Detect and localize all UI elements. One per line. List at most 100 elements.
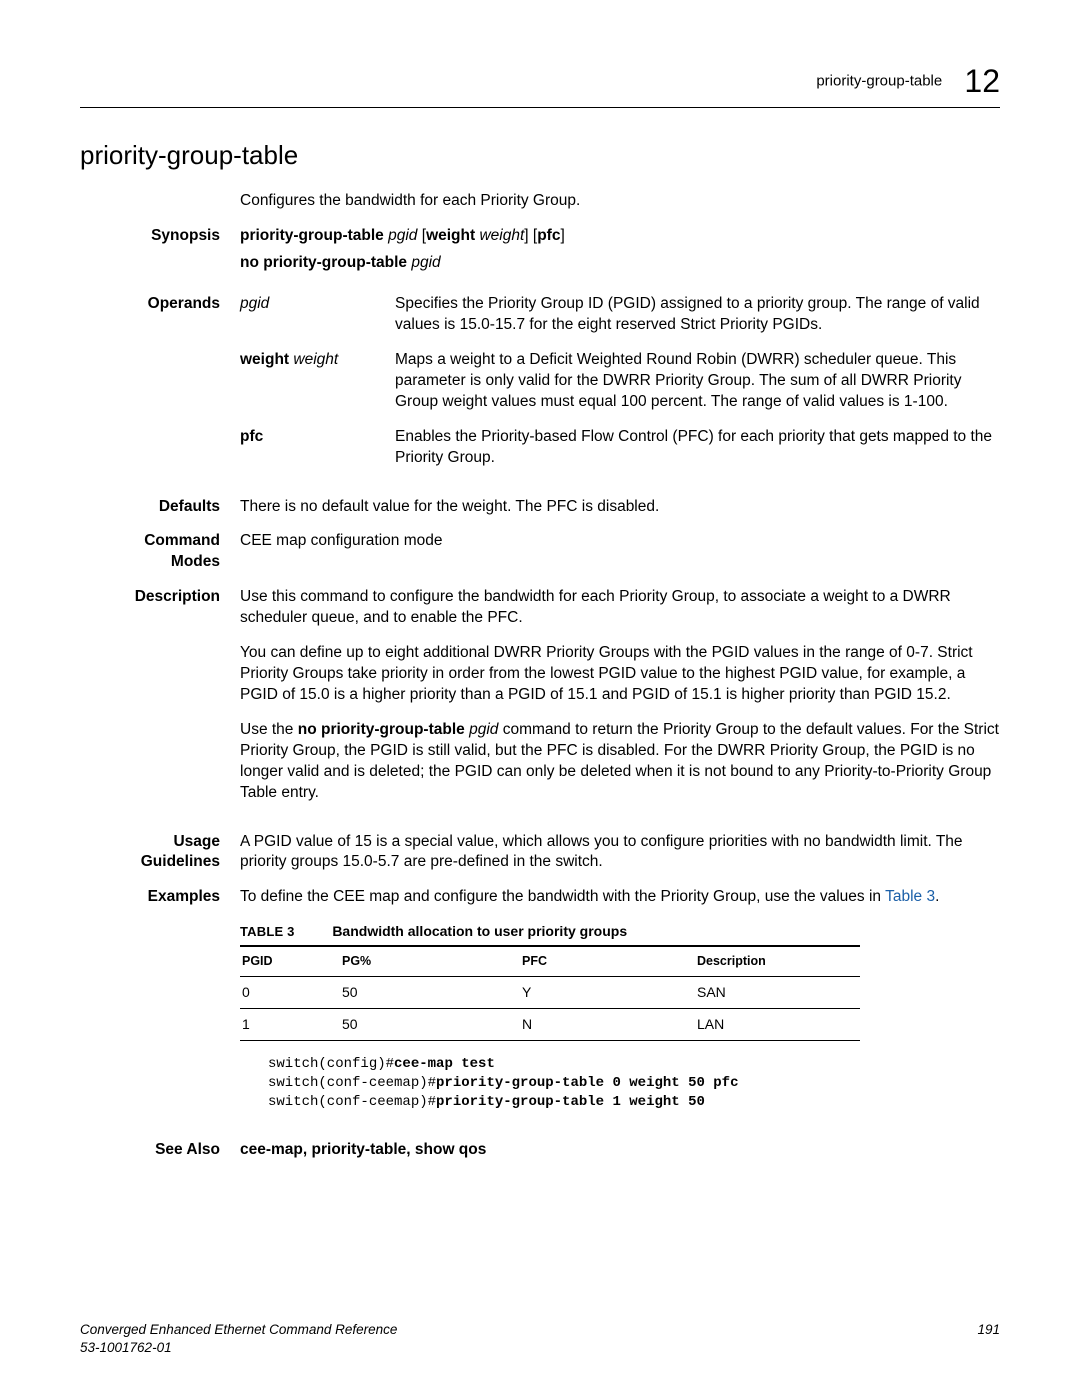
modes-label-2: Modes xyxy=(171,553,220,570)
usage-label-1: Usage xyxy=(173,833,220,850)
operand-term-kw: pfc xyxy=(240,428,263,445)
cell: LAN xyxy=(695,1009,860,1041)
seealso-block: See Also cee-map, priority-table, show q… xyxy=(80,1140,1000,1161)
examples-link[interactable]: Table 3 xyxy=(885,888,935,905)
synopsis-body: priority-group-table pgid [weight weight… xyxy=(240,226,1000,280)
desc-p1: Use this command to configure the bandwi… xyxy=(240,587,1000,629)
operand-row: pgid Specifies the Priority Group ID (PG… xyxy=(240,294,1000,336)
description-body: Use this command to configure the bandwi… xyxy=(240,587,1000,817)
footer-booktitle: Converged Enhanced Ethernet Command Refe… xyxy=(80,1322,397,1337)
footer-pageno: 191 xyxy=(977,1321,1000,1357)
seealso-item[interactable]: priority-table xyxy=(312,1141,407,1158)
seealso-label: See Also xyxy=(80,1140,240,1161)
footer-docnum: 53-1001762-01 xyxy=(80,1340,172,1355)
code-cmd: priority-group-table 0 weight 50 pfc xyxy=(436,1075,738,1091)
page-title: priority-group-table xyxy=(80,138,1000,173)
desc-p3-arg: pgid xyxy=(469,721,498,738)
bandwidth-table: PGID PG% PFC Description 0 50 Y SAN 1 xyxy=(240,945,860,1041)
examples-post: . xyxy=(935,888,939,905)
cell: 0 xyxy=(240,977,340,1009)
page: priority-group-table 12 priority-group-t… xyxy=(0,0,1080,1397)
syn-cmd: priority-group-table xyxy=(240,227,384,244)
modes-block: Command Modes CEE map configuration mode xyxy=(80,531,1000,573)
cell: 1 xyxy=(240,1009,340,1041)
defaults-block: Defaults There is no default value for t… xyxy=(80,497,1000,518)
intro-block: Configures the bandwidth for each Priori… xyxy=(80,191,1000,212)
desc-p3-pre: Use the xyxy=(240,721,298,738)
intro-label xyxy=(80,191,240,212)
operand-term-arg: weight xyxy=(293,351,338,368)
syn-arg: pgid xyxy=(388,227,417,244)
syn2-cmd: no priority-group-table xyxy=(240,254,407,271)
seealso-item[interactable]: show qos xyxy=(415,1141,486,1158)
code-prompt: switch(config)# xyxy=(268,1056,394,1072)
operand-row: pfc Enables the Priority-based Flow Cont… xyxy=(240,427,1000,469)
page-footer: Converged Enhanced Ethernet Command Refe… xyxy=(80,1321,1000,1357)
table-row: 1 50 N LAN xyxy=(240,1009,860,1041)
operand-def: Specifies the Priority Group ID (PGID) a… xyxy=(395,294,1000,336)
modes-label: Command Modes xyxy=(80,531,240,573)
synopsis-line-1: priority-group-table pgid [weight weight… xyxy=(240,226,1000,247)
examples-pre: To define the CEE map and configure the … xyxy=(240,888,885,905)
desc-p2: You can define up to eight additional DW… xyxy=(240,643,1000,706)
usage-text: A PGID value of 15 is a special value, w… xyxy=(240,832,1000,874)
usage-label: Usage Guidelines xyxy=(80,832,240,874)
th-pgid: PGID xyxy=(240,946,340,976)
syn-opt2: pfc xyxy=(537,227,560,244)
table-header-row: PGID PG% PFC Description xyxy=(240,946,860,976)
code-example: switch(config)#cee-map test switch(conf-… xyxy=(268,1055,1000,1112)
cell: SAN xyxy=(695,977,860,1009)
defaults-text: There is no default value for the weight… xyxy=(240,497,1000,518)
table-caption: Bandwidth allocation to user priority gr… xyxy=(332,923,627,939)
operands-label: Operands xyxy=(80,294,240,482)
operand-def: Maps a weight to a Deficit Weighted Roun… xyxy=(395,350,1000,413)
chapter-number: 12 xyxy=(964,63,1000,99)
table-caption-row: TABLE 3 Bandwidth allocation to user pri… xyxy=(240,922,1000,943)
usage-block: Usage Guidelines A PGID value of 15 is a… xyxy=(80,832,1000,874)
seealso-item[interactable]: cee-map xyxy=(240,1141,303,1158)
description-block: Description Use this command to configur… xyxy=(80,587,1000,817)
th-pfc: PFC xyxy=(520,946,695,976)
code-cmd: cee-map test xyxy=(394,1056,495,1072)
footer-left: Converged Enhanced Ethernet Command Refe… xyxy=(80,1321,397,1357)
operand-term: weight weight xyxy=(240,350,395,413)
cell: 50 xyxy=(340,977,520,1009)
operand-row: weight weight Maps a weight to a Deficit… xyxy=(240,350,1000,413)
synopsis-line-2: no priority-group-table pgid xyxy=(240,253,1000,274)
usage-label-2: Guidelines xyxy=(141,853,220,870)
defaults-label: Defaults xyxy=(80,497,240,518)
running-title: priority-group-table xyxy=(816,73,942,90)
operands-block: Operands pgid Specifies the Priority Gro… xyxy=(80,294,1000,482)
syn2-arg: pgid xyxy=(411,254,440,271)
synopsis-block: Synopsis priority-group-table pgid [weig… xyxy=(80,226,1000,280)
synopsis-label: Synopsis xyxy=(80,226,240,280)
code-prompt: switch(conf-ceemap)# xyxy=(268,1094,436,1110)
operand-term-text: pgid xyxy=(240,295,269,312)
th-desc: Description xyxy=(695,946,860,976)
operands-body: pgid Specifies the Priority Group ID (PG… xyxy=(240,294,1000,482)
code-cmd: priority-group-table 1 weight 50 xyxy=(436,1094,705,1110)
seealso-body: cee-map, priority-table, show qos xyxy=(240,1140,1000,1161)
header-rule xyxy=(80,107,1000,108)
code-prompt: switch(conf-ceemap)# xyxy=(268,1075,436,1091)
desc-p3-cmd: no priority-group-table xyxy=(298,721,465,738)
modes-label-1: Command xyxy=(144,532,220,549)
syn-opt-arg: weight xyxy=(479,227,524,244)
cell: 50 xyxy=(340,1009,520,1041)
examples-label: Examples xyxy=(80,887,240,1125)
operand-term: pfc xyxy=(240,427,395,469)
description-label: Description xyxy=(80,587,240,817)
th-pgpct: PG% xyxy=(340,946,520,976)
running-header: priority-group-table 12 xyxy=(80,60,1000,103)
intro-text: Configures the bandwidth for each Priori… xyxy=(240,191,1000,212)
table-row: 0 50 Y SAN xyxy=(240,977,860,1009)
table-label: TABLE 3 xyxy=(240,923,328,941)
examples-block: Examples To define the CEE map and confi… xyxy=(80,887,1000,1125)
examples-text: To define the CEE map and configure the … xyxy=(240,887,1000,908)
operand-def: Enables the Priority-based Flow Control … xyxy=(395,427,1000,469)
cell: Y xyxy=(520,977,695,1009)
operand-term-kw: weight xyxy=(240,351,289,368)
examples-body: To define the CEE map and configure the … xyxy=(240,887,1000,1125)
cell: N xyxy=(520,1009,695,1041)
modes-text: CEE map configuration mode xyxy=(240,531,1000,573)
